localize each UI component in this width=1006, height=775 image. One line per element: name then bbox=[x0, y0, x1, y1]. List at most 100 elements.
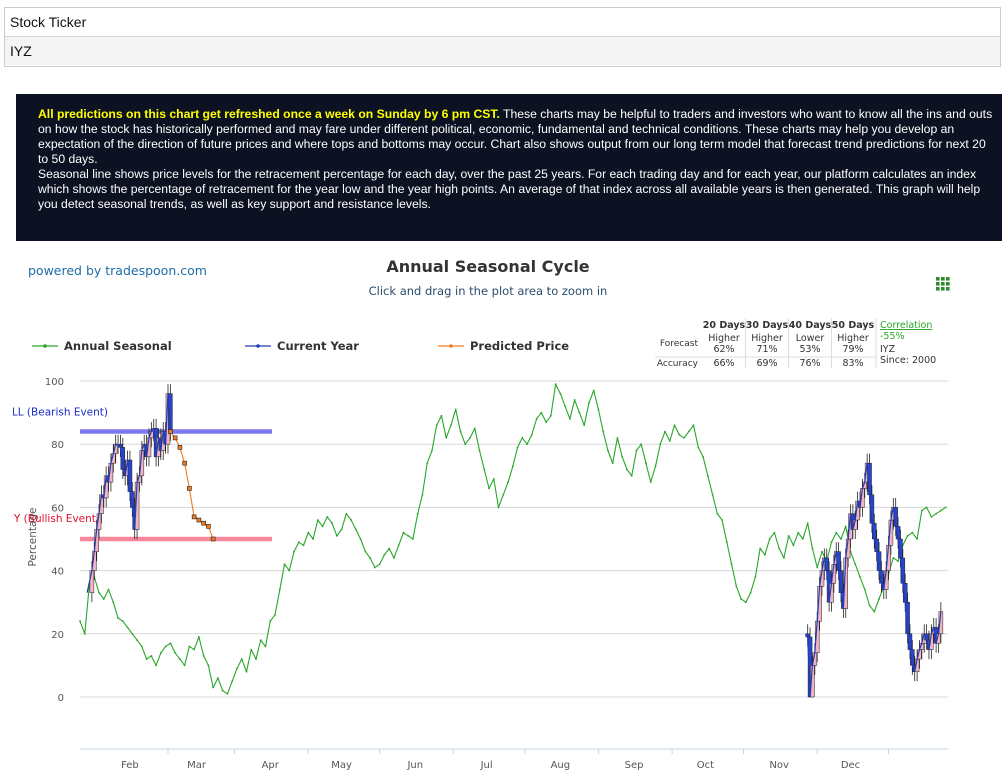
seasonal-point bbox=[331, 522, 333, 525]
seasonal-point bbox=[402, 531, 405, 534]
correlation-value: -55% bbox=[880, 331, 905, 342]
seasonal-point bbox=[930, 515, 933, 518]
x-tick-label: Jul bbox=[480, 760, 493, 771]
seasonal-point bbox=[854, 563, 857, 566]
menu-dot bbox=[941, 277, 945, 281]
seasonal-point bbox=[145, 658, 148, 660]
seasonal-point bbox=[906, 534, 909, 537]
seasonal-point bbox=[935, 512, 938, 515]
seasonal-chart[interactable]: powered by tradespoon.com Annual Seasona… bbox=[0, 240, 1006, 775]
seasonal-point bbox=[488, 487, 490, 490]
seasonal-point bbox=[602, 430, 605, 433]
seasonal-point bbox=[716, 512, 719, 515]
seasonal-point bbox=[140, 645, 143, 648]
seasonal-point bbox=[450, 424, 452, 427]
seasonal-point bbox=[554, 383, 557, 386]
legend-marker bbox=[43, 344, 47, 348]
seasonal-point bbox=[768, 538, 771, 540]
seasonal-point bbox=[687, 430, 690, 433]
seasonal-point bbox=[469, 436, 471, 439]
seasonal-point bbox=[830, 541, 833, 544]
seasonal-point bbox=[511, 465, 514, 468]
seasonal-point bbox=[478, 449, 481, 452]
seasonal-point bbox=[440, 414, 443, 417]
predicted-point bbox=[172, 435, 178, 441]
seasonal-point bbox=[421, 493, 424, 496]
seasonal-point bbox=[640, 443, 643, 446]
seasonal-point bbox=[863, 588, 866, 591]
seasonal-point bbox=[369, 557, 372, 559]
seasonal-point bbox=[797, 531, 800, 534]
chart-legend: Annual Seasonal Current Year Predicted Pri… bbox=[32, 339, 569, 353]
seasonal-point bbox=[811, 547, 814, 550]
menu-dot bbox=[936, 287, 940, 291]
chart-series bbox=[79, 383, 947, 698]
forecast-header: 20 Days bbox=[703, 320, 746, 331]
seasonal-point bbox=[783, 557, 785, 559]
seasonal-point bbox=[540, 411, 543, 414]
seasonal-point bbox=[702, 455, 704, 458]
seasonal-point bbox=[312, 538, 314, 540]
forecast-direction-pct: 71% bbox=[756, 344, 777, 355]
seasonal-point bbox=[516, 446, 519, 449]
seasonal-point bbox=[616, 436, 619, 439]
ticker-input[interactable]: IYZ bbox=[5, 37, 1000, 65]
seasonal-point bbox=[240, 658, 243, 660]
seasonal-point bbox=[435, 424, 438, 427]
seasonal-point bbox=[759, 547, 762, 550]
y-tick-label: 60 bbox=[51, 503, 64, 514]
seasonal-point bbox=[231, 680, 234, 683]
seasonal-point bbox=[692, 424, 695, 427]
seasonal-point bbox=[102, 598, 105, 600]
legend-label: Predicted Price bbox=[470, 339, 569, 353]
seasonal-point bbox=[664, 430, 666, 433]
accuracy-row-label: Accuracy bbox=[657, 359, 699, 369]
menu-dot bbox=[936, 277, 940, 281]
seasonal-point bbox=[98, 591, 100, 594]
seasonal-point bbox=[545, 421, 548, 423]
seasonal-point bbox=[250, 648, 253, 651]
seasonal-point bbox=[245, 670, 248, 673]
seasonal-point bbox=[269, 620, 272, 623]
seasonal-point bbox=[383, 553, 386, 556]
seasonal-point bbox=[155, 664, 157, 667]
seasonal-point bbox=[112, 601, 115, 604]
info-text-1: These charts may be helpful to traders a… bbox=[38, 107, 993, 166]
grid-menu-icon[interactable] bbox=[936, 277, 950, 291]
event-bands: SELL (Bearish Event) BUY (Bullish Event) bbox=[0, 407, 272, 542]
predicted-point bbox=[187, 486, 192, 491]
seasonal-point bbox=[763, 553, 766, 556]
seasonal-point bbox=[573, 399, 576, 401]
seasonal-point bbox=[721, 519, 723, 521]
current-year-late-line bbox=[804, 462, 942, 698]
seasonal-point bbox=[459, 430, 462, 433]
x-tick-label: Apr bbox=[262, 760, 280, 771]
forecast-header: 40 Days bbox=[789, 320, 832, 331]
seasonal-point bbox=[711, 493, 714, 496]
seasonal-point bbox=[164, 645, 167, 648]
chart-subtitle: Click and drag in the plot area to zoom … bbox=[369, 284, 608, 298]
seasonal-point bbox=[169, 642, 172, 645]
seasonal-point bbox=[107, 588, 110, 591]
seasonal-point bbox=[159, 651, 162, 654]
seasonal-point bbox=[549, 414, 552, 417]
seasonal-point bbox=[597, 408, 600, 411]
forecast-direction-pct: 53% bbox=[799, 344, 820, 355]
forecast-direction-pct: 62% bbox=[713, 344, 734, 355]
legend-marker bbox=[256, 344, 260, 348]
seasonal-point bbox=[521, 436, 524, 439]
ticker-label: Stock Ticker bbox=[5, 8, 1000, 37]
seasonal-point bbox=[873, 610, 876, 613]
legend-marker bbox=[449, 344, 453, 348]
seasonal-point bbox=[212, 686, 215, 689]
seasonal-point bbox=[868, 604, 871, 607]
seasonal-point bbox=[645, 462, 647, 465]
correlation-link[interactable]: Correlation bbox=[880, 320, 932, 331]
powered-by-link[interactable]: powered by tradespoon.com bbox=[28, 263, 207, 278]
x-tick-label: Aug bbox=[551, 760, 571, 771]
event-band-label: SELL (Bearish Event) bbox=[0, 407, 108, 419]
seasonal-point bbox=[806, 522, 809, 525]
seasonal-point bbox=[426, 462, 429, 465]
seasonal-point bbox=[359, 538, 362, 540]
info-paragraph-1: All predictions on this chart get refres… bbox=[38, 107, 996, 167]
